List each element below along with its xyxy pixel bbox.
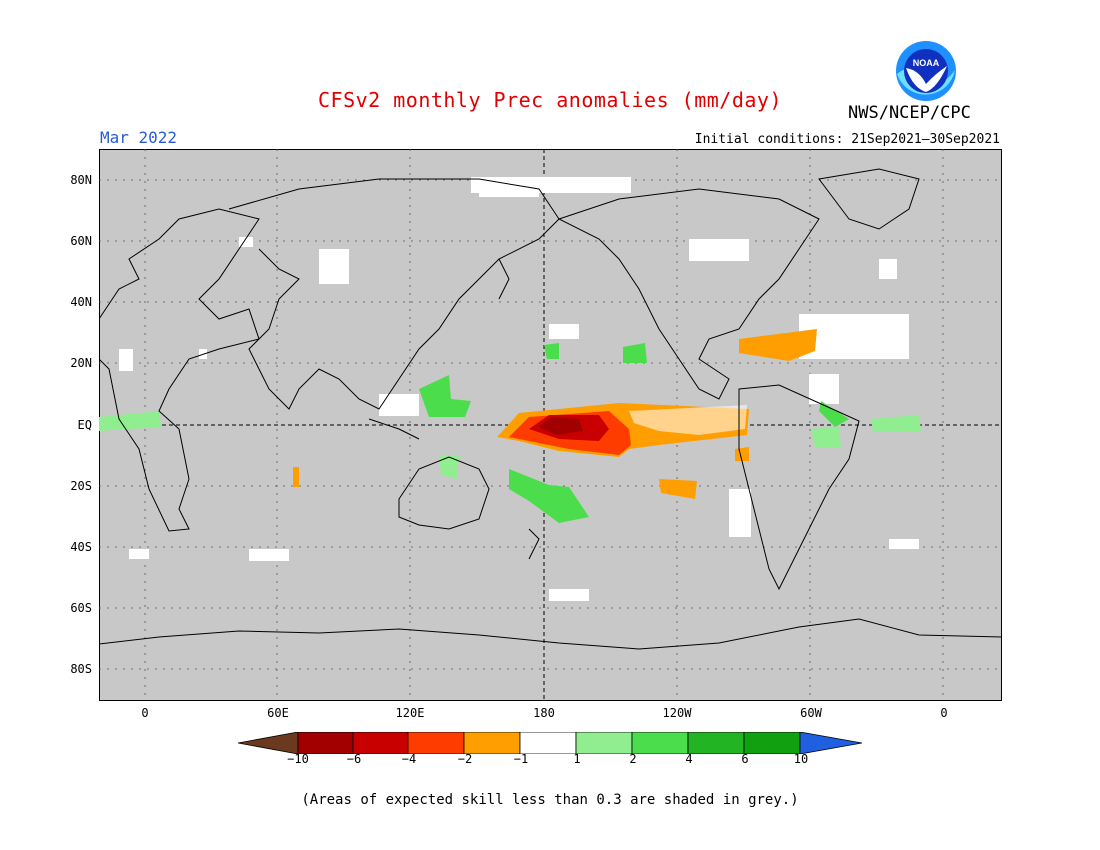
lat-label: 60S	[70, 601, 92, 615]
colorbar-label: −2	[457, 752, 473, 766]
lon-label: 180	[533, 706, 555, 720]
colorbar-label: 4	[685, 752, 693, 766]
lat-label: 40S	[70, 540, 92, 554]
colorbar	[238, 732, 862, 754]
lon-label: 120W	[662, 706, 692, 720]
colorbar-label: 10	[793, 752, 809, 766]
lat-label: 20N	[70, 356, 92, 370]
colorbar-arrow-right	[799, 732, 862, 754]
lat-label: 20S	[70, 479, 92, 493]
colorbar-label: 1	[573, 752, 581, 766]
grid-lines	[99, 149, 1002, 701]
precipitation-anomaly-map	[99, 149, 1002, 701]
initial-conditions: Initial conditions: 21Sep2021–30Sep2021	[694, 132, 1000, 147]
lat-label: EQ	[77, 418, 92, 432]
lat-label: 40N	[70, 295, 92, 309]
lat-label: 60N	[70, 234, 92, 248]
forecast-month: Mar 2022	[100, 128, 178, 147]
noaa-logo: NOAA	[896, 41, 956, 101]
map-title: CFSv2 monthly Prec anomalies (mm/day)	[317, 88, 783, 112]
colorbar-label: −6	[346, 752, 362, 766]
lon-label: 60E	[267, 706, 289, 720]
colorbar-label: −1	[513, 752, 529, 766]
coastlines	[99, 168, 1002, 650]
lat-label: 80S	[70, 662, 92, 676]
colorbar-label: 2	[629, 752, 637, 766]
colorbar-label: −4	[401, 752, 417, 766]
colorbar-label: 6	[741, 752, 749, 766]
svg-text:NOAA: NOAA	[913, 58, 940, 68]
colorbar-arrow-left	[238, 732, 299, 754]
lon-label: 0	[141, 706, 149, 720]
colorbar-label: −10	[287, 752, 309, 766]
lon-label: 0	[940, 706, 948, 720]
skill-footnote: (Areas of expected skill less than 0.3 a…	[301, 792, 799, 808]
lon-label: 60W	[800, 706, 822, 720]
lon-label: 120E	[395, 706, 425, 720]
lat-label: 80N	[70, 173, 92, 187]
agency-label: NWS/NCEP/CPC	[848, 103, 971, 123]
anomaly-shading	[99, 329, 921, 523]
